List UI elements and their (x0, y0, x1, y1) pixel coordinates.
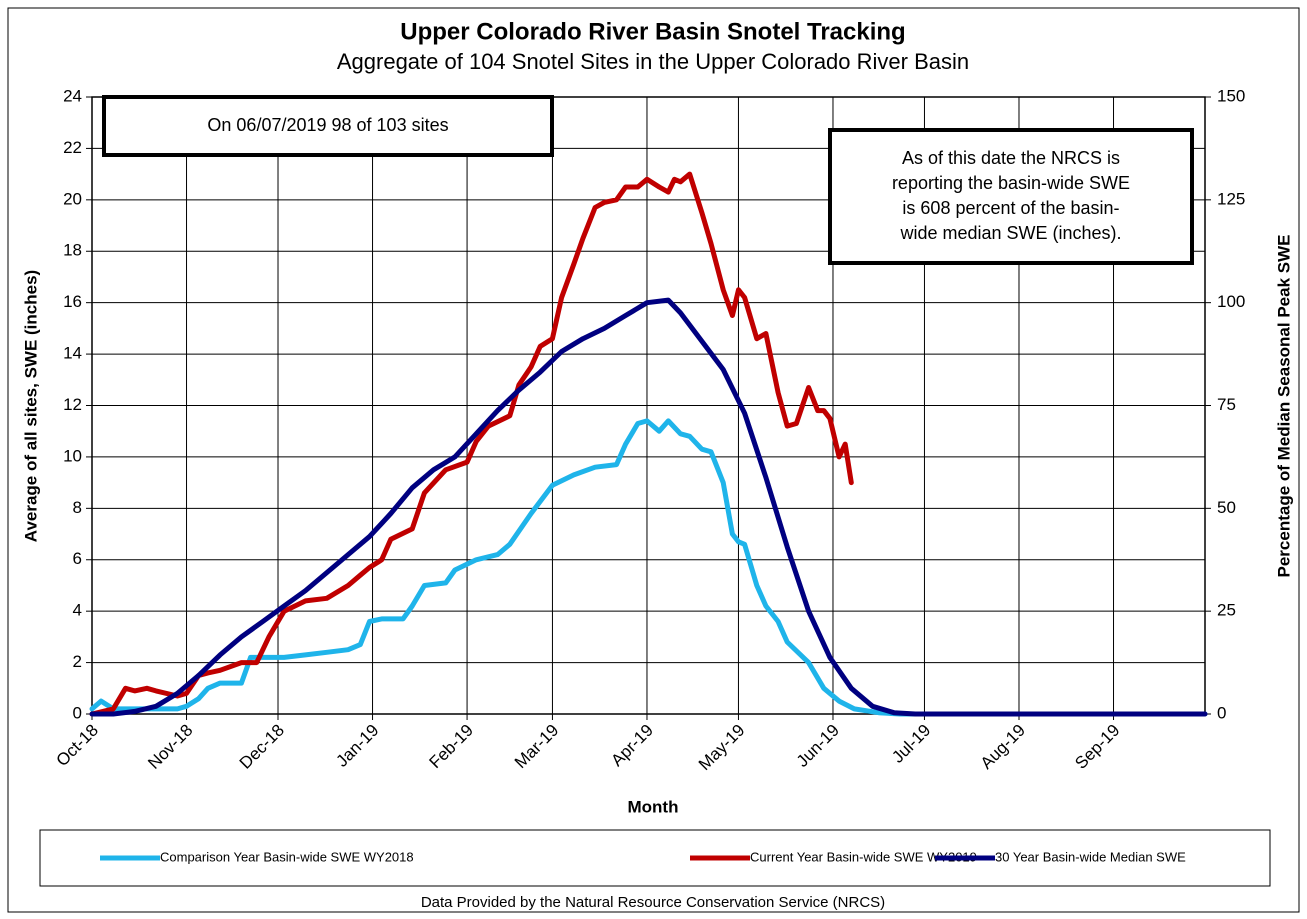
y2-tick-label: 50 (1217, 498, 1236, 517)
y2-axis-title: Percentage of Median Seasonal Peak SWE (1274, 235, 1293, 578)
y-tick-label: 16 (63, 292, 82, 311)
y-tick-label: 24 (63, 86, 82, 105)
y2-tick-label: 0 (1217, 703, 1226, 722)
y-tick-label: 12 (63, 395, 82, 414)
y2-tick-label: 25 (1217, 601, 1236, 620)
annotation-text: reporting the basin-wide SWE (892, 173, 1130, 193)
y-tick-label: 0 (73, 703, 82, 722)
y-tick-label: 20 (63, 189, 82, 208)
series-line (89, 297, 1208, 717)
y-tick-label: 6 (73, 549, 82, 568)
y-axis-title: Average of all sites, SWE (inches) (21, 270, 40, 542)
chart-title: Upper Colorado River Basin Snotel Tracki… (400, 18, 905, 45)
annotation-text: wide median SWE (inches). (899, 223, 1121, 243)
source-note: Data Provided by the Natural Resource Co… (421, 894, 885, 911)
annotation-text: As of this date the NRCS is (902, 148, 1120, 168)
y-tick-label: 14 (63, 344, 82, 363)
chart-subtitle: Aggregate of 104 Snotel Sites in the Upp… (337, 49, 969, 74)
y2-tick-label: 125 (1217, 189, 1245, 208)
y2-tick-label: 75 (1217, 395, 1236, 414)
series-line (89, 418, 1208, 717)
plot-border (91, 96, 1206, 715)
x-axis-title: Month (628, 797, 679, 816)
series-line (89, 171, 854, 717)
y-tick-label: 4 (73, 601, 82, 620)
y-tick-label: 8 (73, 498, 82, 517)
annotation-box (828, 128, 1194, 265)
y2-tick-label: 150 (1217, 86, 1245, 105)
annotation-text: On 06/07/2019 98 of 103 sites (207, 115, 448, 135)
legend-box (39, 829, 1271, 887)
legend-label: 30 Year Basin-wide Median SWE (995, 849, 1186, 864)
y-tick-label: 22 (63, 138, 82, 157)
y-tick-label: 2 (73, 652, 82, 671)
y-tick-label: 10 (63, 446, 82, 465)
legend-label: Current Year Basin-wide SWE WY2019 (750, 849, 977, 864)
annotation-text: is 608 percent of the basin- (902, 198, 1119, 218)
annotation-box (102, 95, 554, 157)
legend-label: Comparison Year Basin-wide SWE WY2018 (160, 849, 414, 864)
y2-tick-label: 100 (1217, 292, 1245, 311)
y-tick-label: 18 (63, 241, 82, 260)
